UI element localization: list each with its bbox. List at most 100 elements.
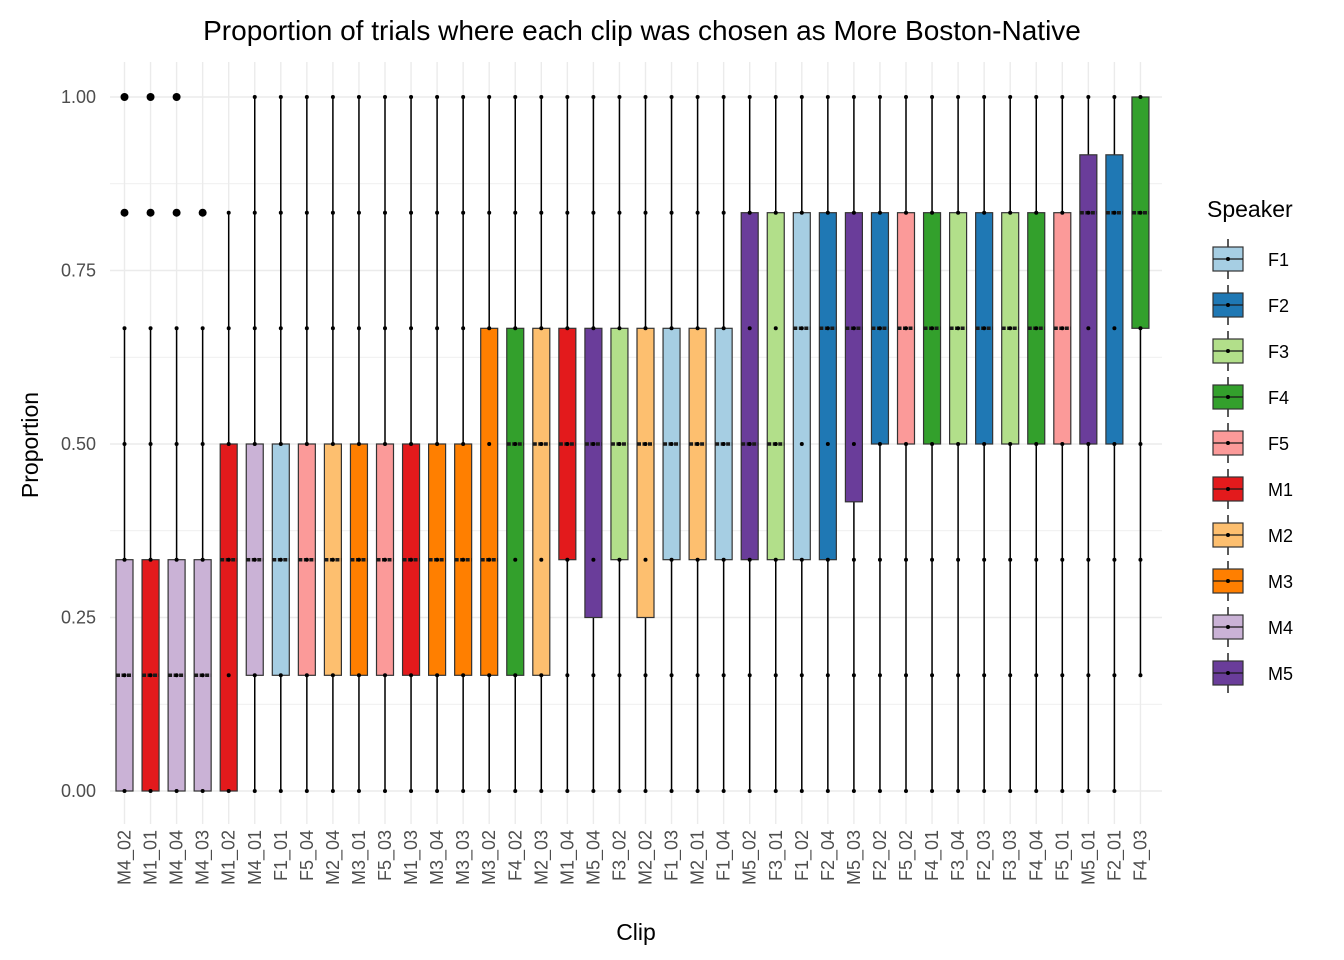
x-tick-label: M4_01 [245,830,266,885]
data-point [695,789,700,793]
data-point [877,789,882,793]
box-body [766,212,785,561]
data-point [1086,210,1091,215]
data-point [487,557,492,562]
x-tick-label: F1_01 [271,830,292,881]
data-point [565,557,570,562]
box-F4_03 [1131,95,1150,678]
box-F2_03 [975,95,994,793]
data-point [1086,557,1091,562]
data-point [773,673,778,678]
data-point [982,442,987,446]
data-point [851,326,856,331]
legend-label: M4 [1268,618,1293,638]
data-point [643,95,648,99]
x-tick-label: M1_03 [401,830,422,885]
data-point [825,95,830,99]
data-point [1138,557,1143,562]
data-point [356,557,361,562]
legend-label: F2 [1268,296,1289,316]
box-F2_01 [1105,95,1124,793]
box-F2_04 [818,95,837,793]
data-point [487,673,492,678]
data-point [904,442,908,446]
data-point [825,326,830,331]
data-point [435,326,440,331]
data-point [956,210,961,215]
data-point [695,326,700,331]
data-point [330,442,335,446]
data-point [904,95,908,99]
data-point [200,557,205,562]
data-point [200,789,205,793]
data-point [383,557,387,562]
chart-title: Proportion of trials where each clip was… [203,15,1081,46]
box-F1_04 [714,95,733,793]
box-body [818,212,837,561]
data-point [1008,95,1013,99]
data-point [1138,95,1143,99]
x-tick-label: F1_02 [792,830,813,881]
data-point [1112,673,1117,678]
data-point [278,442,283,446]
data-point [539,673,544,678]
data-point [1112,210,1117,215]
box-body [844,212,864,503]
data-point [747,210,752,215]
legend-key-point [1226,395,1230,399]
data-point [330,557,335,562]
data-point [435,557,440,562]
x-tick-label: M5_02 [740,830,761,885]
data-point [174,789,179,793]
data-point [174,326,179,331]
data-point [877,673,882,678]
data-point [1086,442,1091,446]
data-point [1008,557,1013,562]
data-point [591,326,596,331]
data-point [409,210,414,215]
box-M2_02 [636,95,655,793]
data-point [956,442,961,446]
data-point [409,95,414,99]
legend-item-F3: F3 [1212,331,1289,371]
data-point [930,210,935,215]
data-point [148,789,153,793]
box-F5_04 [297,95,316,793]
box-series [115,93,1150,793]
data-point [695,95,700,99]
data-point [930,673,935,678]
y-tick-label: 0.00 [61,781,96,801]
x-tick-label: M4_03 [193,830,214,885]
legend-label: M5 [1268,664,1293,684]
data-point [513,95,518,99]
legend-key-point [1226,625,1230,629]
data-point [669,673,674,678]
x-tick-label: F3_02 [609,830,630,881]
data-point [174,210,179,215]
box-M3_03 [454,95,473,793]
data-point [148,557,153,562]
data-point [539,557,544,562]
data-point [174,673,179,678]
legend-item-F4: F4 [1212,377,1289,417]
legend-key-point [1226,349,1230,353]
data-point [487,789,492,793]
data-point [461,673,466,678]
x-tick-label: M3_01 [349,830,370,885]
data-point [461,442,466,446]
x-tick-label: F5_03 [375,830,396,881]
data-point [747,557,752,562]
data-point [122,326,127,331]
x-tick-label: M3_03 [453,830,474,885]
data-point [409,442,414,446]
data-point [487,442,492,446]
box-F1_02 [792,95,811,793]
data-point [252,210,257,215]
data-point [825,789,830,793]
data-point [1034,95,1039,99]
legend: Speaker F1 F2 F3 F4 F5 M1 M2 M3 M4 M5 [1207,196,1293,693]
data-point [122,210,127,215]
data-point [539,789,544,793]
data-point [565,442,570,446]
legend-item-M4: M4 [1212,607,1293,647]
